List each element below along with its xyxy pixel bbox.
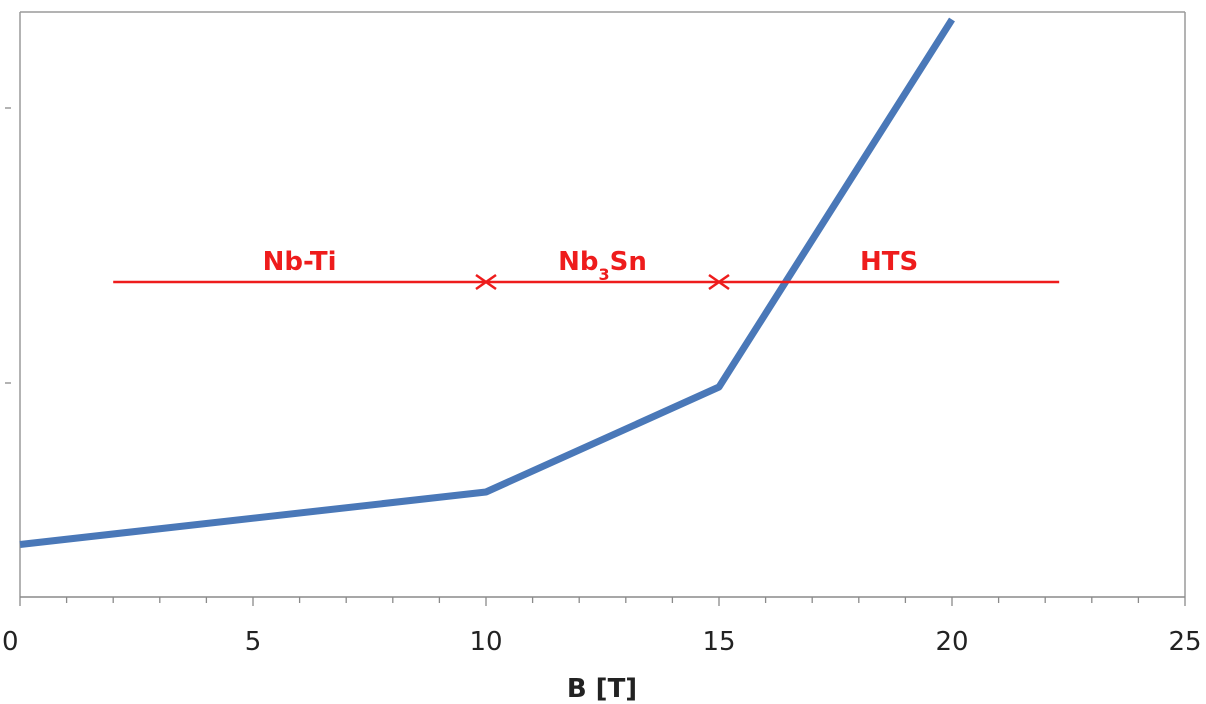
- series-line: [19, 17, 955, 548]
- plot-frame: [5, 11, 1186, 597]
- x-tick-label: 25: [1168, 627, 1201, 657]
- region-label: HTS: [860, 247, 918, 277]
- x-tick-label: 10: [469, 627, 502, 657]
- region-arrowhead: [483, 273, 497, 291]
- x-tick-label: 15: [702, 627, 735, 657]
- x-axis: 0 5 10 15 20 25: [2, 596, 1202, 657]
- region-arrowhead: [716, 273, 730, 291]
- x-tick-label: 5: [245, 627, 262, 657]
- region-label: Nb3Sn: [558, 247, 647, 284]
- x-tick-label: 20: [935, 627, 968, 657]
- series-layer: [19, 17, 955, 548]
- annotation-layer: Nb-Ti Nb3Sn HTS: [113, 247, 1060, 291]
- x-tick-label: 0: [2, 627, 19, 657]
- x-axis-title: B [T]: [567, 674, 637, 704]
- region-label: Nb-Ti: [263, 247, 337, 277]
